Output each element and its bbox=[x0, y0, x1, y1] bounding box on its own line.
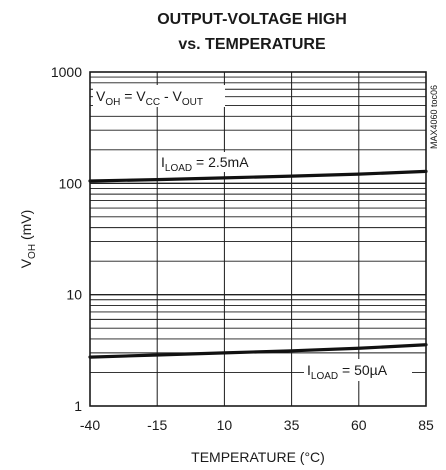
y-tick-label: 10 bbox=[66, 287, 82, 303]
x-tick-label: -15 bbox=[147, 417, 167, 433]
y-tick-label: 1 bbox=[74, 398, 82, 414]
chart-title-line1: OUTPUT-VOLTAGE HIGH bbox=[157, 11, 347, 28]
figure-id-label: MAX4060 toc06 bbox=[429, 85, 439, 149]
x-tick-label: 10 bbox=[217, 417, 233, 433]
series-lines bbox=[88, 169, 428, 359]
x-tick-label: -40 bbox=[80, 417, 100, 433]
equation-label-bg bbox=[93, 85, 225, 107]
series-line-0 bbox=[88, 169, 428, 183]
y-tick-labels: 1 10 100 1000 bbox=[51, 64, 82, 414]
y-tick-label: 1000 bbox=[51, 64, 82, 80]
series-label-bg-50ua bbox=[304, 359, 412, 381]
x-tick-label: 35 bbox=[284, 417, 300, 433]
chart-title-line2: vs. TEMPERATURE bbox=[178, 36, 326, 53]
series-label-2p5ma: ILOAD = 2.5mA bbox=[161, 154, 249, 174]
series-label-bg-2p5ma bbox=[158, 152, 268, 172]
x-tick-label: 85 bbox=[418, 417, 434, 433]
annotations: VOH = VCC - VOUT ILOAD = 2.5mA ILOAD = 5… bbox=[93, 85, 412, 382]
y-tick-label: 100 bbox=[59, 175, 83, 191]
equation-label: VOH = VCC - VOUT bbox=[96, 88, 203, 108]
series-line-1 bbox=[88, 343, 428, 359]
plot-frame bbox=[89, 71, 427, 407]
x-axis-label: TEMPERATURE (°C) bbox=[191, 449, 325, 465]
grid bbox=[90, 72, 426, 406]
x-tick-labels: -40 -15 10 35 60 85 bbox=[80, 417, 434, 433]
series-label-50ua: ILOAD = 50µA bbox=[307, 362, 388, 382]
x-tick-label: 60 bbox=[351, 417, 367, 433]
y-axis-label: VOH (mV) bbox=[18, 210, 38, 269]
